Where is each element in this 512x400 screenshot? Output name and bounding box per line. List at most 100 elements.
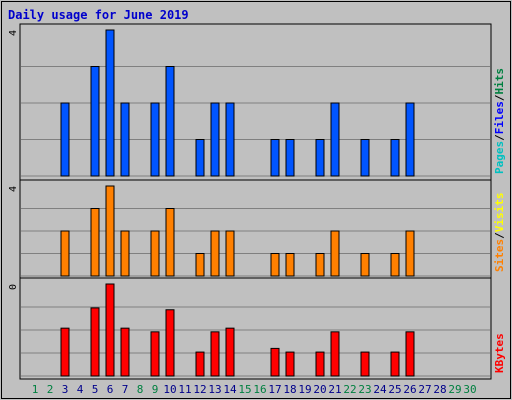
bar-day-13 <box>210 230 220 277</box>
x-tick-label: 3 <box>62 383 69 396</box>
y-max-label: 0 <box>8 284 19 290</box>
panel-visits-sites: 4 Sites/Visits <box>8 179 506 277</box>
legend-visits-sites: Sites/Visits <box>493 193 506 273</box>
bar-day-9 <box>150 331 160 377</box>
x-tick-label: 4 <box>77 383 84 396</box>
x-tick-label: 25 <box>388 383 401 396</box>
legend-entry: Pages <box>493 141 506 174</box>
legend-separator: / <box>493 94 506 101</box>
bar-day-21 <box>330 331 340 377</box>
x-tick-label: 23 <box>358 383 371 396</box>
bar-day-18 <box>285 351 295 377</box>
legend-entry: Files <box>493 101 506 134</box>
x-tick-label: 26 <box>403 383 416 396</box>
x-tick-label: 18 <box>283 383 296 396</box>
legend-entry: Visits <box>493 193 506 233</box>
bar-day-3 <box>60 102 70 177</box>
x-tick-label: 29 <box>448 383 461 396</box>
x-tick-label: 20 <box>313 383 326 396</box>
legend-entry: Sites <box>493 239 506 272</box>
bar-day-23 <box>360 139 370 177</box>
x-tick-label: 13 <box>208 383 221 396</box>
bar-day-14 <box>225 230 235 277</box>
bar-day-3 <box>60 327 70 377</box>
x-tick-label: 16 <box>253 383 266 396</box>
x-tick-label: 14 <box>223 383 237 396</box>
bar-day-26 <box>405 331 415 377</box>
bar-day-12 <box>195 139 205 177</box>
bar-day-6 <box>105 29 115 177</box>
legend-separator: / <box>493 134 506 141</box>
y-max-label: 4 <box>8 30 19 36</box>
x-tick-label: 5 <box>92 383 99 396</box>
bar-day-12 <box>195 253 205 277</box>
bar-day-17 <box>270 253 280 277</box>
x-tick-label: 30 <box>463 383 476 396</box>
bar-day-20 <box>315 253 325 277</box>
bar-day-20 <box>315 351 325 377</box>
bar-day-10 <box>165 66 175 177</box>
bar-day-12 <box>195 351 205 377</box>
bar-day-7 <box>120 230 130 277</box>
x-tick-label: 2 <box>47 383 54 396</box>
bar-day-10 <box>165 309 175 377</box>
x-tick-label: 1 <box>32 383 39 396</box>
bar-day-3 <box>60 230 70 277</box>
bar-day-23 <box>360 253 370 277</box>
bar-day-14 <box>225 102 235 177</box>
x-tick-label: 21 <box>328 383 341 396</box>
x-tick-label: 10 <box>163 383 176 396</box>
bar-day-18 <box>285 253 295 277</box>
legend-entry: Hits <box>493 68 506 95</box>
bar-day-26 <box>405 102 415 177</box>
bar-day-7 <box>120 327 130 377</box>
x-tick-label: 28 <box>433 383 446 396</box>
legend-kbytes: KBytes <box>493 333 506 373</box>
bar-day-14 <box>225 327 235 377</box>
bar-day-21 <box>330 102 340 177</box>
bar-day-17 <box>270 139 280 177</box>
legend-separator: / <box>493 232 506 239</box>
bar-day-21 <box>330 230 340 277</box>
bar-day-25 <box>390 139 400 177</box>
x-tick-label: 12 <box>193 383 206 396</box>
x-tick-label: 8 <box>137 383 144 396</box>
bar-day-9 <box>150 230 160 277</box>
x-tick-label: 17 <box>268 383 281 396</box>
x-tick-label: 9 <box>152 383 159 396</box>
bar-day-7 <box>120 102 130 177</box>
y-max-label: 4 <box>8 186 19 192</box>
bar-day-5 <box>90 208 100 277</box>
x-tick-label: 7 <box>122 383 129 396</box>
bar-day-18 <box>285 139 295 177</box>
x-tick-label: 22 <box>343 383 356 396</box>
x-tick-label: 15 <box>238 383 251 396</box>
bar-day-5 <box>90 307 100 377</box>
bar-day-10 <box>165 208 175 277</box>
bar-day-25 <box>390 253 400 277</box>
panel-kbytes: 0 KBytes <box>8 277 506 377</box>
chart-title: Daily usage for June 2019 <box>8 8 189 22</box>
bar-day-6 <box>105 185 115 277</box>
bar-day-20 <box>315 139 325 177</box>
bar-day-5 <box>90 66 100 177</box>
x-tick-label: 19 <box>298 383 311 396</box>
x-tick-label: 24 <box>373 383 387 396</box>
x-axis-labels: 1 2 3 4 5 6 7 8 9 10 11 12 13 14 15 16 17 18 19 20 21 22 23 24 2… <box>32 383 477 396</box>
bar-day-23 <box>360 351 370 377</box>
bar-day-9 <box>150 102 160 177</box>
x-tick-label: 6 <box>107 383 114 396</box>
legend-hits-files-pages: Pages/Files/Hits <box>493 68 506 174</box>
x-tick-label: 11 <box>178 383 191 396</box>
legend-entry: KBytes <box>493 333 506 373</box>
bar-day-6 <box>105 283 115 377</box>
bar-day-25 <box>390 351 400 377</box>
bar-day-13 <box>210 331 220 377</box>
x-tick-label: 27 <box>418 383 431 396</box>
bar-day-17 <box>270 347 280 377</box>
plot-area-frame <box>19 23 492 380</box>
